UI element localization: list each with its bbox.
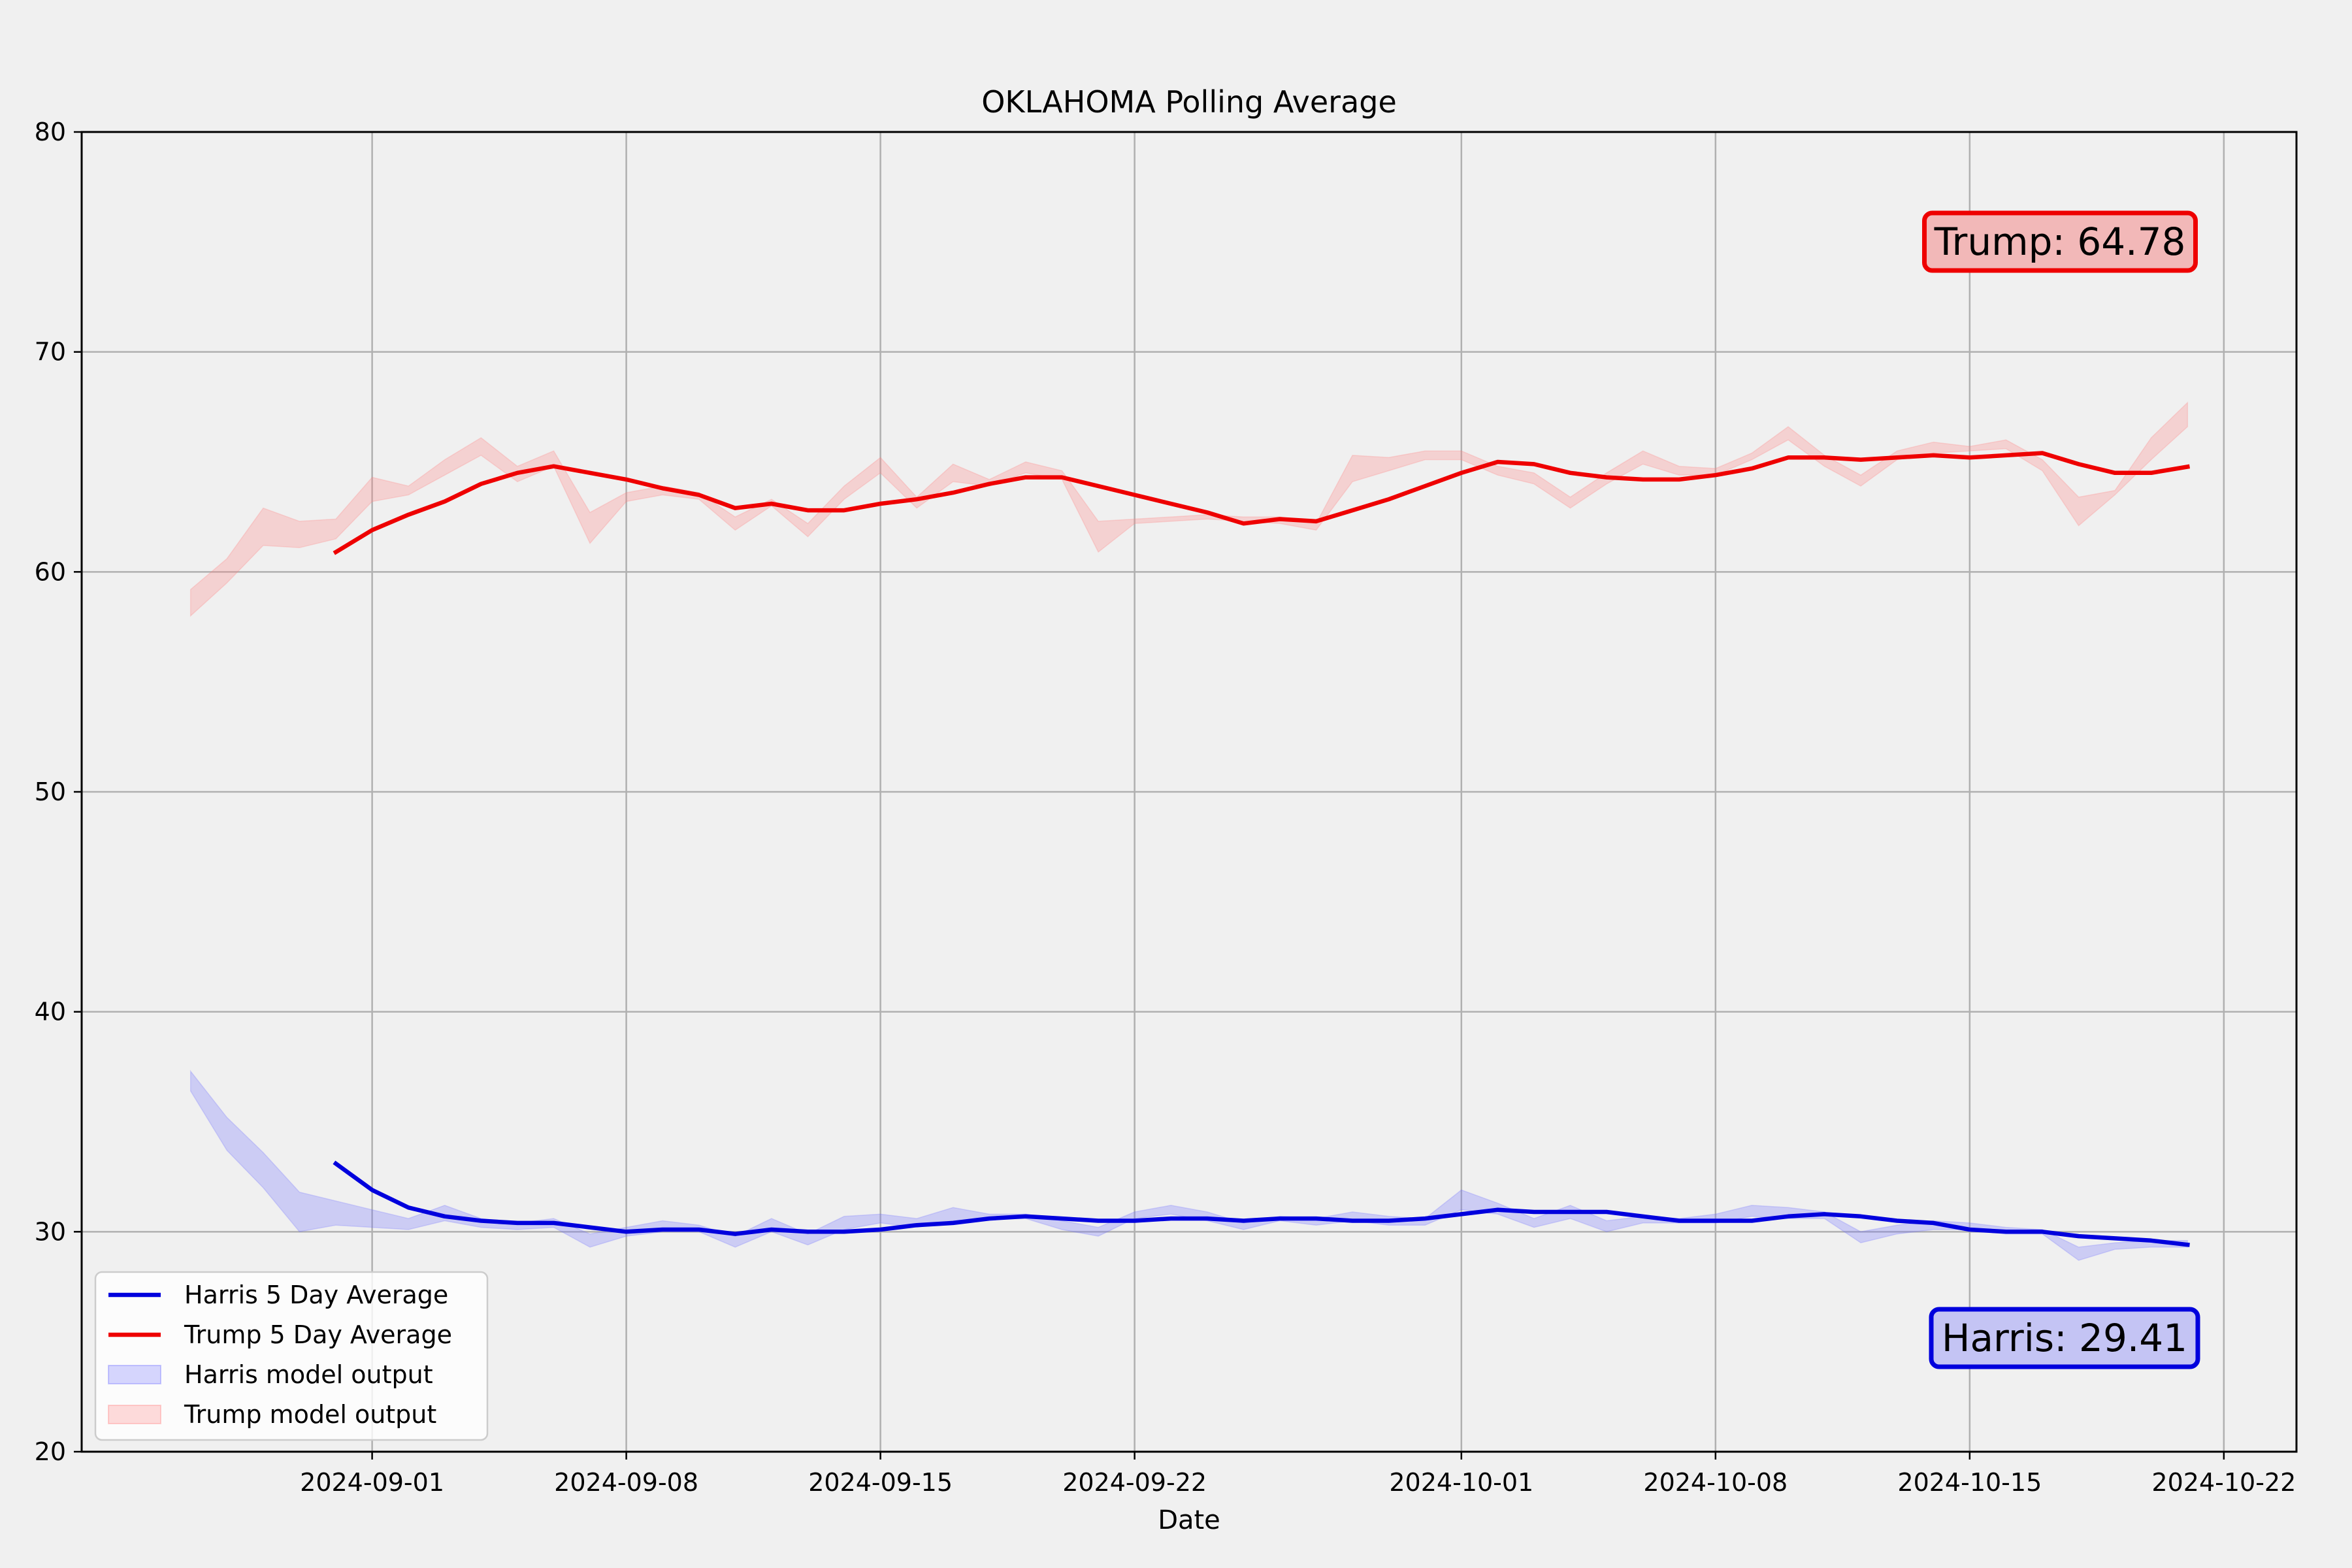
annotations: Trump: 64.78 Harris: 29.41 (1922, 210, 2200, 1369)
trump-5-day-average-line (333, 451, 2191, 555)
legend-label: Trump 5 Day Average (184, 1320, 452, 1349)
legend-entry: Trump 5 Day Average (108, 1320, 452, 1349)
x-tick-label: 2024-10-15 (1897, 1468, 2042, 1497)
legend-entry: Harris 5 Day Average (108, 1281, 448, 1309)
harris-value-badge: Harris: 29.41 (1929, 1307, 2200, 1369)
average-lines (333, 451, 2191, 1247)
legend-label: Harris model output (184, 1360, 433, 1389)
x-tick-label: 2024-09-08 (554, 1468, 698, 1497)
legend: Harris 5 Day Average Trump 5 Day Average H… (94, 1271, 489, 1441)
badge-text: Harris: 29.41 (1942, 1316, 2187, 1360)
harris-model-output-band (189, 1070, 2189, 1261)
badge-box (1929, 1307, 2200, 1369)
y-tick-label: 40 (35, 998, 66, 1026)
x-tick-label: 2024-09-22 (1062, 1468, 1207, 1497)
trump-value-badge: Trump: 64.78 (1922, 210, 2198, 273)
y-tick-label: 80 (35, 118, 66, 146)
x-tick-label: 2024-09-15 (808, 1468, 953, 1497)
legend-entry: Trump model output (108, 1400, 436, 1429)
legend-label: Harris 5 Day Average (184, 1281, 448, 1309)
y-tick-label: 30 (35, 1217, 66, 1246)
y-tick-label: 50 (35, 777, 66, 806)
x-axis-label: Date (1158, 1505, 1220, 1535)
legend-band-swatch (108, 1365, 161, 1384)
legend-label: Trump model output (184, 1400, 436, 1429)
badge-text: Trump: 64.78 (1934, 220, 2186, 264)
badge-box (1922, 210, 2198, 273)
x-tick-label: 2024-09-01 (300, 1468, 444, 1497)
x-tick-label: 2024-10-01 (1389, 1468, 1533, 1497)
chart-title: OKLAHOMA Polling Average (981, 84, 1397, 120)
x-tick-label: 2024-10-22 (2151, 1468, 2296, 1497)
y-tick-label: 60 (35, 557, 66, 586)
axis-ticks: 20 30 40 50 60 70 80 2024-09-01 2024-09-08 2024-0… (35, 118, 2296, 1497)
harris-5-day-average-line (333, 1160, 2190, 1247)
y-tick-label: 20 (35, 1437, 66, 1466)
x-tick-label: 2024-10-08 (1643, 1468, 1788, 1497)
legend-entry: Harris model output (108, 1360, 433, 1389)
legend-band-swatch (108, 1405, 161, 1424)
legend-frame (94, 1271, 489, 1441)
y-tick-label: 70 (35, 338, 66, 367)
